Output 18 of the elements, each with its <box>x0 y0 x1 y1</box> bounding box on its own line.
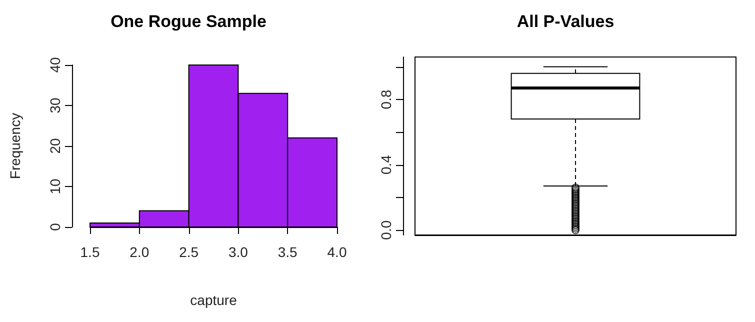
x-tick-label: 2.5 <box>179 244 199 260</box>
y-axis-title: Frequency <box>7 112 23 180</box>
x-tick-label: 1.5 <box>80 244 100 260</box>
x-tick-label: 2.0 <box>130 244 150 260</box>
y-tick-label: 20 <box>47 138 63 154</box>
y-tick-label: 0.0 <box>378 220 394 240</box>
y-tick-label: 10 <box>47 178 63 194</box>
x-tick-label: 3.5 <box>278 244 298 260</box>
x-axis-title: capture <box>190 292 238 308</box>
x-tick-label: 4.0 <box>327 244 347 260</box>
y-tick-label: 0.4 <box>378 154 394 175</box>
chart-title: All P-Values <box>516 12 614 31</box>
y-tick-label: 0.8 <box>378 90 394 110</box>
x-tick-label: 3.0 <box>228 244 248 260</box>
y-tick-label: 30 <box>47 98 63 114</box>
y-tick-label: 0 <box>47 222 63 231</box>
y-tick-label: 40 <box>47 57 63 73</box>
chart-title: One Rogue Sample <box>110 12 266 31</box>
